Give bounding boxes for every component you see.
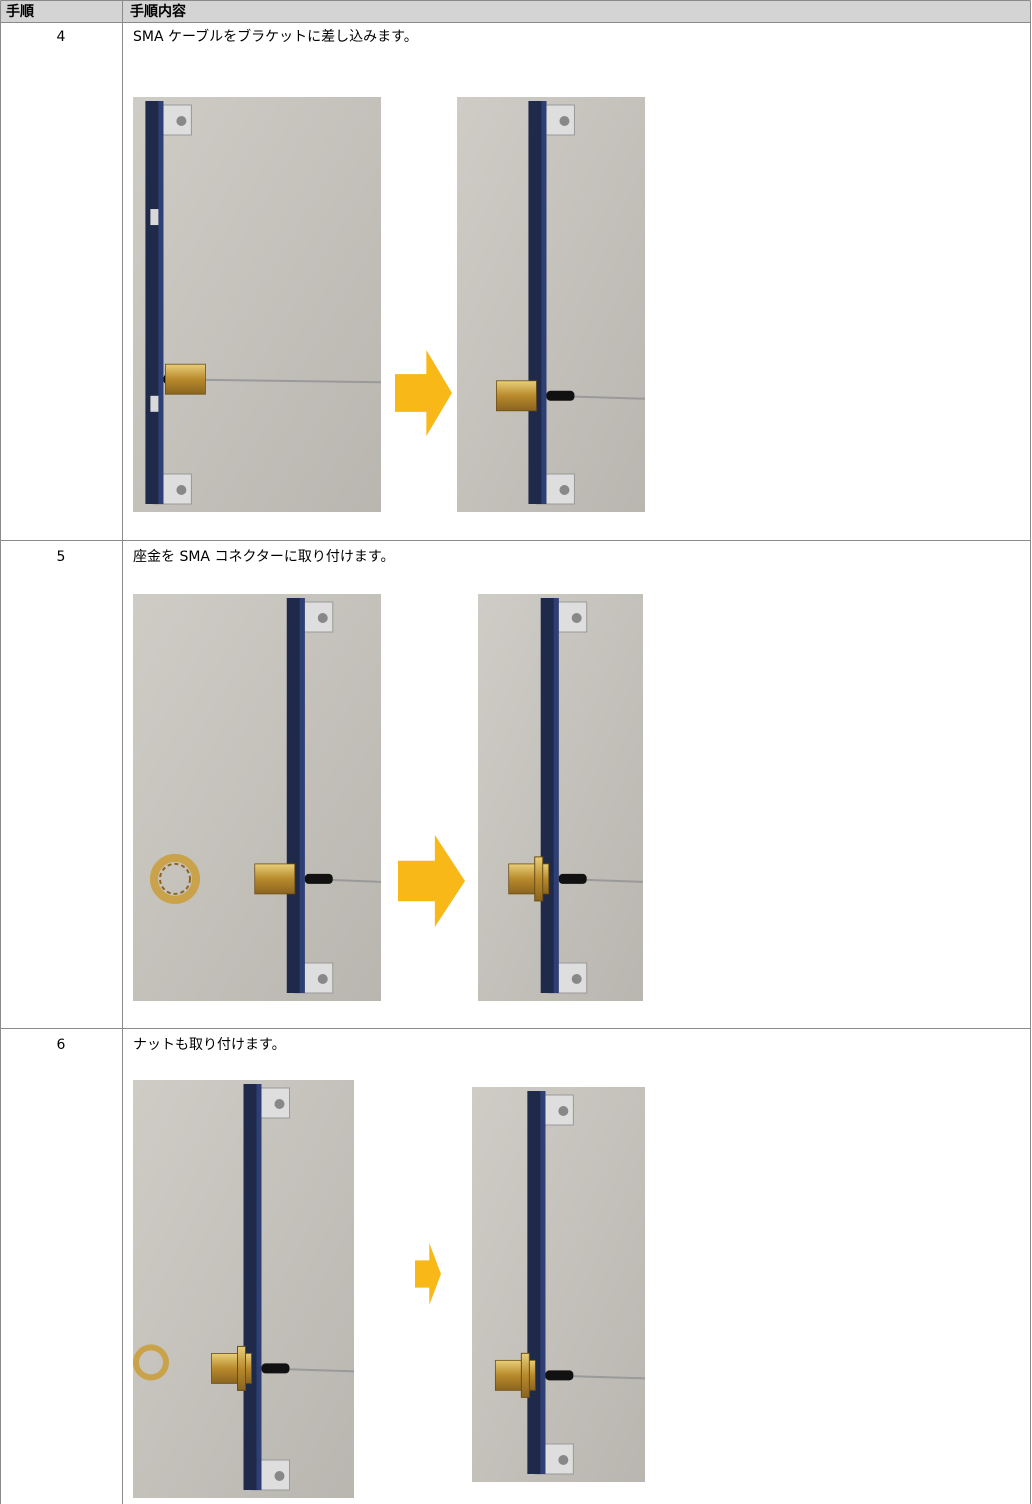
washer-teeth bbox=[159, 862, 191, 895]
header-background bbox=[0, 0, 1031, 23]
washer bbox=[237, 1345, 246, 1391]
cable-boot bbox=[545, 1370, 574, 1381]
screw bbox=[558, 1455, 569, 1465]
photo-background bbox=[133, 594, 381, 1001]
photo bbox=[133, 97, 382, 512]
nut bbox=[133, 1344, 169, 1381]
connector bbox=[164, 363, 206, 395]
panel-edge bbox=[553, 598, 559, 993]
cable-boot bbox=[546, 390, 575, 401]
washer bbox=[520, 1352, 530, 1398]
washer bbox=[150, 853, 200, 904]
step-number: 5 bbox=[57, 549, 66, 565]
photo bbox=[457, 97, 646, 512]
screw bbox=[176, 116, 187, 126]
panel-edge bbox=[299, 598, 305, 993]
arrow bbox=[415, 1243, 441, 1305]
photo bbox=[478, 594, 644, 1001]
washer bbox=[534, 856, 544, 902]
screw bbox=[274, 1471, 285, 1481]
step-number: 6 bbox=[57, 1037, 66, 1053]
photo bbox=[133, 594, 382, 1001]
panel-edge bbox=[256, 1084, 262, 1490]
step-text: ナットも取り付けます。 bbox=[133, 1037, 286, 1053]
arrow bbox=[398, 835, 465, 927]
arrow bbox=[395, 350, 452, 436]
step-number: 4 bbox=[57, 29, 66, 45]
panel-edge bbox=[541, 101, 547, 504]
screw bbox=[317, 974, 328, 984]
header-content: 手順内容 bbox=[130, 3, 186, 20]
header-step: 手順 bbox=[6, 3, 35, 20]
screw bbox=[558, 1106, 569, 1116]
photo bbox=[133, 1080, 355, 1498]
hole bbox=[150, 209, 159, 226]
step-text: SMA ケーブルをブラケットに差し込みます。 bbox=[133, 28, 418, 45]
photo-background bbox=[133, 97, 381, 512]
screw bbox=[571, 974, 582, 984]
cable-boot bbox=[558, 873, 587, 884]
screw bbox=[559, 485, 570, 495]
photo-background bbox=[478, 594, 643, 1001]
panel-edge bbox=[158, 101, 164, 504]
connector bbox=[496, 380, 537, 412]
step-text: 座金を SMA コネクターに取り付けます。 bbox=[133, 549, 394, 565]
screw bbox=[559, 116, 570, 126]
photo-background bbox=[457, 97, 645, 512]
screw bbox=[571, 613, 582, 623]
photo-background bbox=[472, 1087, 645, 1482]
screw bbox=[317, 613, 328, 623]
screw bbox=[274, 1099, 285, 1109]
photo bbox=[472, 1087, 646, 1482]
panel-edge bbox=[540, 1091, 546, 1474]
hole bbox=[150, 395, 159, 412]
screw bbox=[176, 485, 187, 495]
cable-boot bbox=[304, 873, 333, 884]
connector bbox=[254, 863, 296, 895]
cable-boot bbox=[261, 1363, 290, 1374]
